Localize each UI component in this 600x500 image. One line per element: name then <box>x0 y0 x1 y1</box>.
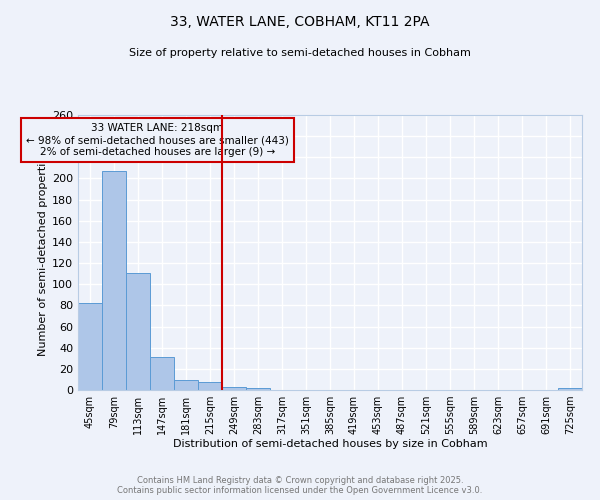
Bar <box>150 357 174 390</box>
X-axis label: Distribution of semi-detached houses by size in Cobham: Distribution of semi-detached houses by … <box>173 438 487 448</box>
Text: 33 WATER LANE: 218sqm
← 98% of semi-detached houses are smaller (443)
2% of semi: 33 WATER LANE: 218sqm ← 98% of semi-deta… <box>26 124 289 156</box>
Bar <box>222 387 246 390</box>
Text: Contains HM Land Registry data © Crown copyright and database right 2025.
Contai: Contains HM Land Registry data © Crown c… <box>118 476 482 495</box>
Text: 33, WATER LANE, COBHAM, KT11 2PA: 33, WATER LANE, COBHAM, KT11 2PA <box>170 15 430 29</box>
Bar <box>198 382 222 390</box>
Text: Size of property relative to semi-detached houses in Cobham: Size of property relative to semi-detach… <box>129 48 471 58</box>
Bar <box>78 304 102 390</box>
Bar <box>102 171 126 390</box>
Bar <box>558 388 582 390</box>
Bar <box>246 388 270 390</box>
Y-axis label: Number of semi-detached properties: Number of semi-detached properties <box>38 150 48 356</box>
Bar <box>174 380 198 390</box>
Bar <box>126 272 150 390</box>
